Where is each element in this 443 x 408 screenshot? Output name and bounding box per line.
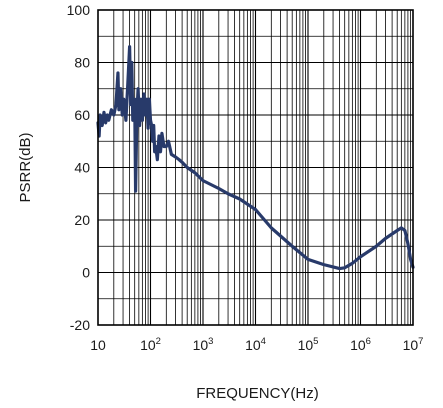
x-tick-label: 105 (298, 336, 319, 353)
y-tick-label: 0 (82, 265, 90, 281)
y-tick-label: 40 (74, 160, 90, 176)
y-tick-label: 80 (74, 55, 90, 71)
series-layer (96, 45, 415, 271)
x-tick-labels: 10 102 103 104 105 106 107 (90, 336, 423, 353)
plot-frame (97, 9, 414, 326)
y-tick-label: -20 (70, 317, 90, 333)
x-axis-title: FREQUENCY(Hz) (196, 385, 319, 402)
x-tick-label: 104 (245, 336, 266, 353)
y-tick-label: 20 (74, 212, 90, 228)
x-tick-label: 10 (90, 337, 106, 353)
x-tick-label: 107 (403, 336, 424, 353)
y-tick-labels: -20 0 20 40 60 80 100 (67, 2, 91, 333)
psrr-series-line (96, 45, 415, 271)
x-tick-label: 103 (193, 336, 214, 353)
y-axis-title: PSRR(dB) (17, 132, 34, 202)
x-tick-label: 106 (350, 336, 371, 353)
grid (98, 10, 413, 325)
x-tick-label: 102 (140, 336, 161, 353)
y-tick-label: 100 (67, 2, 91, 18)
y-tick-label: 60 (74, 107, 90, 123)
